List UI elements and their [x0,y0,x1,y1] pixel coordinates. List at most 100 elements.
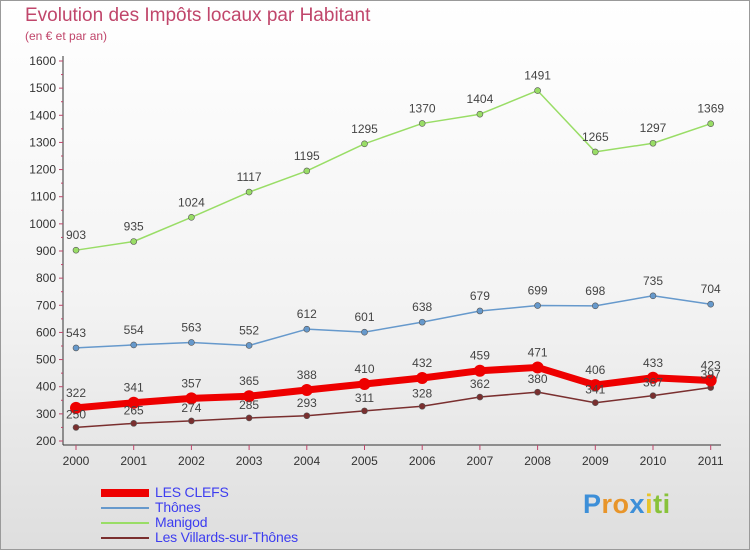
data-point-les-villards-sur-th-nes [361,407,368,415]
x-tick-label: 2002 [178,454,205,468]
y-tick-label: 400 [36,380,56,394]
data-label-les-clefs: 357 [181,376,201,390]
legend-label: LES CLEFS [155,484,229,500]
data-point-th-nes [72,344,80,352]
data-label-les-villards-sur-th-nes: 397 [701,368,721,382]
data-point-th-nes [476,307,484,315]
data-label-les-villards-sur-th-nes: 362 [470,377,490,391]
x-tick-label: 2001 [120,454,147,468]
y-tick-label: 200 [36,434,56,448]
data-label-manigod: 935 [124,220,144,234]
data-label-manigod: 1370 [409,101,436,115]
data-label-les-clefs: 459 [470,349,490,363]
data-point-les-clefs [127,396,140,409]
data-label-les-clefs: 432 [412,356,432,370]
y-tick-label: 600 [36,325,56,339]
data-point-manigod [245,188,253,196]
data-label-les-villards-sur-th-nes: 380 [528,372,548,386]
y-tick-label: 1500 [29,81,56,95]
x-tick-label: 2000 [63,454,90,468]
data-point-th-nes [418,318,426,326]
data-point-manigod [534,87,541,94]
data-point-les-villards-sur-th-nes [649,392,657,399]
y-tick-label: 1600 [29,54,56,68]
data-label-th-nes: 698 [585,284,605,298]
data-label-les-clefs: 406 [585,363,605,377]
data-point-les-villards-sur-th-nes [245,414,253,422]
data-label-les-villards-sur-th-nes: 285 [239,398,259,412]
data-point-les-clefs [531,361,544,374]
data-point-les-villards-sur-th-nes [418,402,426,410]
data-label-th-nes: 704 [701,282,721,296]
logo-letter: t [653,489,663,519]
series-line-les-villards-sur-th-nes [75,386,712,429]
data-label-manigod: 1491 [524,69,551,83]
data-point-manigod [72,246,80,254]
data-label-th-nes: 679 [470,289,490,303]
data-point-manigod [130,238,137,245]
data-point-th-nes [649,292,657,300]
legend-swatch [101,507,149,509]
data-point-les-clefs [647,371,659,384]
proxiti-logo: Proxiti [583,489,671,520]
x-tick-label: 2008 [524,454,551,468]
data-point-th-nes [188,339,195,346]
data-point-manigod [476,110,484,118]
data-label-manigod: 1295 [351,122,378,136]
data-label-th-nes: 563 [181,320,201,334]
data-point-les-clefs [300,383,313,396]
y-tick-label: 300 [36,407,56,421]
logo-letter: r [601,489,613,519]
y-tick-label: 1400 [29,108,56,122]
x-tick-label: 2009 [582,454,609,468]
y-tick-label: 1200 [29,163,56,177]
data-point-manigod [361,140,368,148]
data-label-manigod: 1404 [467,92,494,106]
data-point-les-clefs [704,374,717,387]
legend-label: Les Villards-sur-Thônes [155,529,298,545]
chart-subtitle: (en € et par an) [25,29,108,43]
x-tick-label: 2011 [698,454,724,468]
legend-label: Manigod [155,514,208,530]
data-point-les-villards-sur-th-nes [303,412,311,420]
legend-swatch [101,537,149,539]
data-label-manigod: 1265 [582,130,609,144]
x-tick-label: 2010 [640,454,667,468]
chart-title: Evolution des Impôts locaux par Habitant [25,5,371,26]
y-tick-label: 1300 [29,135,56,149]
data-label-th-nes: 735 [643,274,663,288]
data-point-les-clefs [185,392,198,405]
logo-letter: i [645,489,654,519]
series-line-th-nes [75,295,712,349]
data-point-manigod [591,148,599,156]
data-point-th-nes [245,342,253,349]
data-label-les-villards-sur-th-nes: 341 [585,383,605,397]
data-label-les-clefs: 322 [66,386,86,400]
y-tick-label: 1100 [30,190,56,204]
data-point-les-clefs [358,378,371,390]
data-label-les-villards-sur-th-nes: 250 [66,407,86,421]
data-point-les-villards-sur-th-nes [72,424,80,431]
data-label-manigod: 1117 [237,170,262,184]
data-label-th-nes: 699 [528,284,548,298]
data-point-th-nes [130,341,137,349]
data-label-th-nes: 638 [412,300,432,314]
data-point-th-nes [707,300,715,308]
y-tick-label: 700 [36,298,56,312]
data-point-les-clefs [416,372,429,385]
data-label-les-clefs: 471 [528,345,548,359]
logo-letter: o [612,489,630,519]
data-label-les-clefs: 423 [701,358,721,372]
data-label-les-clefs: 410 [354,362,374,376]
data-point-manigod [303,167,311,175]
x-tick-label: 2003 [236,454,263,468]
data-label-les-villards-sur-th-nes: 328 [412,386,432,400]
y-tick-label: 900 [36,244,56,258]
y-tick-label: 500 [36,353,56,367]
x-tick-label: 2005 [351,454,378,468]
data-label-manigod: 1297 [640,121,667,135]
y-tick-label: 800 [36,271,56,285]
legend-label: Thônes [155,499,201,515]
x-tick-label: 2007 [467,454,494,468]
legend-swatch [101,522,149,524]
